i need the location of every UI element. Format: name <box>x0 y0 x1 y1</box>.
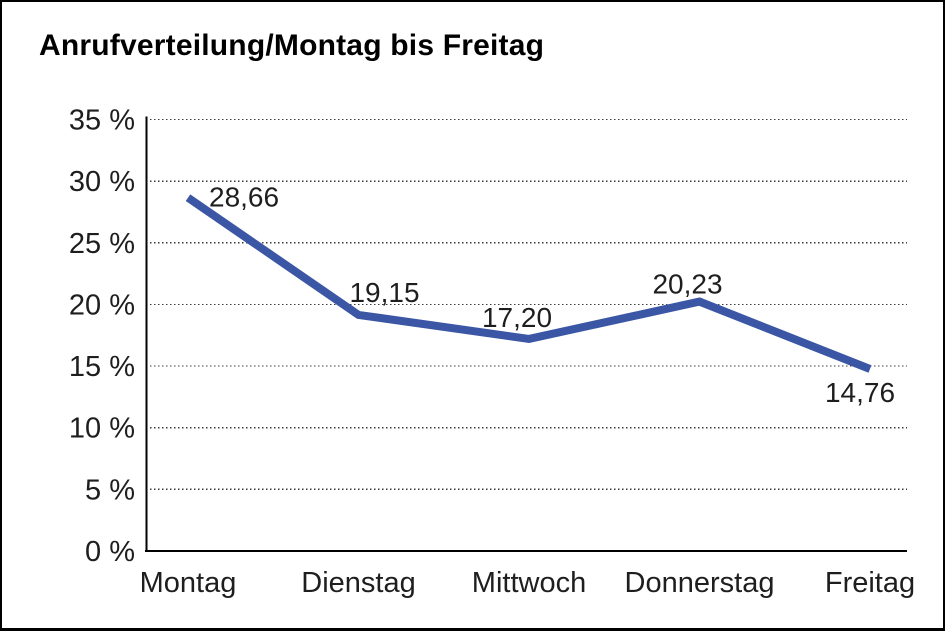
ytick-label: 25 % <box>69 228 135 260</box>
xtick-label: Dienstag <box>301 567 415 599</box>
series-group <box>185 194 872 373</box>
ytick-label: 15 % <box>69 351 135 383</box>
ytick-label: 30 % <box>69 166 135 198</box>
data-point-label: 17,20 <box>482 302 552 333</box>
xtick-labels-group: Montag Dienstag Mittwoch Donnerstag Freitag <box>140 567 916 599</box>
xtick-label: Mittwoch <box>472 567 586 599</box>
data-point-label: 14,76 <box>825 377 895 408</box>
ytick-label: 35 % <box>69 105 135 137</box>
gridlines-group <box>146 118 907 491</box>
ytick-label: 10 % <box>69 413 135 445</box>
ytick-label: 0 % <box>85 536 135 568</box>
ytick-label: 5 % <box>85 474 135 506</box>
data-point-label: 19,15 <box>349 277 419 308</box>
chart-title: Anrufverteilung/Montag bis Freitag <box>39 29 545 62</box>
series-line <box>185 194 872 373</box>
data-point-label: 28,66 <box>209 182 279 213</box>
ytick-label: 20 % <box>69 289 135 321</box>
data-labels-group: 28,66 19,15 17,20 20,23 14,76 <box>209 182 895 408</box>
axes-group <box>145 116 907 552</box>
xtick-label: Montag <box>140 567 237 599</box>
data-point-label: 20,23 <box>652 269 722 300</box>
ytick-labels-group: 0 % 5 % 10 % 15 % 20 % 25 % 30 % 35 % <box>69 105 135 569</box>
xtick-label: Donnerstag <box>625 567 775 599</box>
xtick-label: Freitag <box>825 567 915 599</box>
